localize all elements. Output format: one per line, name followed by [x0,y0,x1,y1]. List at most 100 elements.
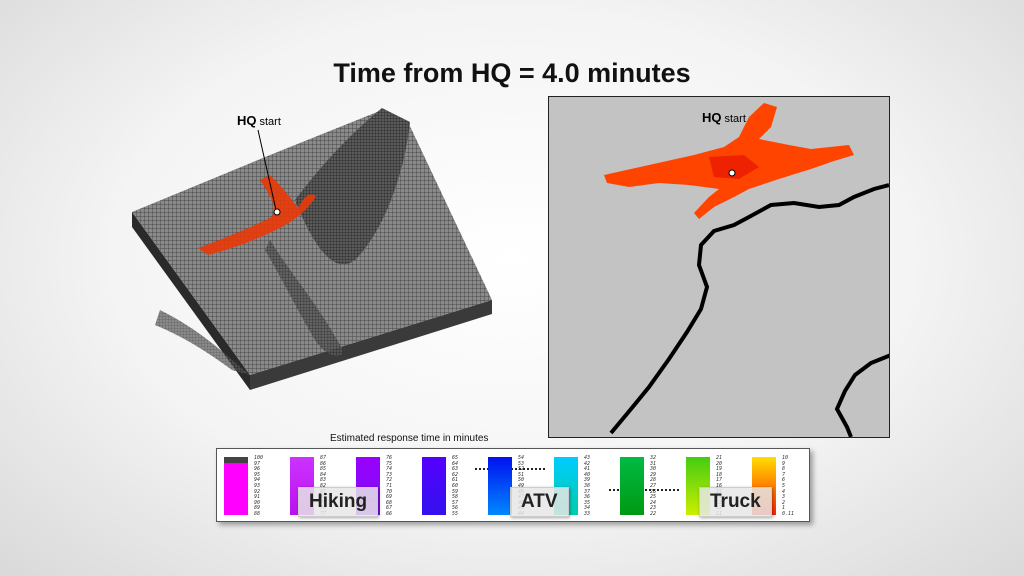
legend-color-bar [422,457,446,515]
legend-tick-label: 0.11 [782,510,795,517]
legend-tick-label: 5 [782,482,786,489]
legend-tick-label: 66 [386,510,393,517]
legend-tick-label: 31 [650,460,657,467]
legend-tick-label: 4 [782,488,786,495]
legend-tick-label: 69 [386,494,393,501]
legend-tick-label: 87 [320,455,327,461]
terrain-3d-view: HQ start [120,100,500,440]
legend-tick-label: 27 [650,482,657,489]
legend-panel: 1009796959493929190898887868584838281807… [216,448,810,522]
legend-tick-label: 58 [452,494,459,501]
legend-tick-label: 91 [254,494,261,501]
legend-tick-label: 37 [584,488,591,495]
legend-tick-label: 40 [584,471,591,478]
legend-tick-label: 50 [518,477,525,484]
legend-tick-label: 70 [386,488,393,495]
legend-tick-label: 86 [320,460,327,467]
legend-caption: Estimated response time in minutes [330,433,489,444]
legend-tick-labels: 65 64 63 62 61 60 59 58 57 56 55 [452,455,459,518]
legend-tick-label: 60 [452,482,459,489]
hq-marker-2d [728,169,736,177]
legend-tick-label: 36 [584,494,591,501]
legend-tick-label: 97 [254,460,261,467]
legend-color-bar [620,457,644,515]
legend-tick-label: 93 [254,482,261,489]
hq-start-label-3d: HQ start [237,113,281,128]
legend-tick-label: 96 [254,466,261,473]
legend-tick-labels: 76 75 74 73 72 71 70 69 68 67 66 [386,455,393,518]
legend-tick-label: 83 [320,477,327,484]
legend-tick-label: 100 [254,455,264,461]
legend-tick-labels: 10 9 8 7 6 5 4 3 2 1 0.11 [782,455,795,518]
legend-tick-label: 53 [518,460,525,467]
legend-tick-label: 9 [782,460,786,467]
legend-tick-label: 67 [386,505,393,512]
hq-start-label-2d: HQ start [702,110,746,125]
dotted-separator [609,489,679,491]
legend-tick-label: 76 [386,455,393,461]
legend-tick-label: 28 [650,477,657,484]
legend-tick-label: 29 [650,471,657,478]
legend-tick-label: 64 [452,460,459,467]
legend-tick-label: 65 [452,455,459,461]
legend-tick-label: 2 [782,499,786,506]
legend-tick-label: 55 [452,510,459,517]
legend-tick-label: 63 [452,466,459,473]
legend-tick-labels: 100 97 96 95 94 93 92 91 90 89 88 [254,455,264,518]
slide-title: Time from HQ = 4.0 minutes [333,58,691,88]
legend-tick-label: 94 [254,477,261,484]
legend-tick-label: 39 [584,477,591,484]
legend-tick-label: 32 [650,455,657,461]
legend-tick-label: 16 [716,482,723,489]
hq-marker-3d [273,208,281,216]
legend-tick-label: 20 [716,460,723,467]
legend-tick-labels: 43 42 41 40 39 38 37 36 35 34 33 [584,455,591,518]
legend-tick-label: 71 [386,482,393,489]
legend-tick-label: 89 [254,505,261,512]
legend-tick-label: 41 [584,466,591,473]
legend-tick-labels: 32 31 30 29 28 27 26 25 24 23 22 [650,455,657,518]
mode-label-atv: ATV [510,487,569,517]
road-line [609,183,889,435]
legend-color-bar [488,457,512,515]
legend-tick-label: 59 [452,488,459,495]
legend-tick-label: 82 [320,482,327,489]
legend-tick-label: 56 [452,505,459,512]
legend-tick-label: 23 [650,505,657,512]
legend-tick-label: 6 [782,477,786,484]
legend-tick-label: 61 [452,477,459,484]
legend-tick-label: 17 [716,477,723,484]
road-line-2 [834,353,889,437]
legend-tick-label: 57 [452,499,459,506]
legend-tick-label: 8 [782,466,786,473]
legend-tick-label: 33 [584,510,591,517]
legend-tick-label: 49 [518,482,525,489]
legend-tick-label: 54 [518,455,525,461]
legend-tick-label: 35 [584,499,591,506]
legend-tick-label: 26 [650,488,657,495]
mode-label-hiking: Hiking [298,487,379,517]
legend-tick-label: 72 [386,477,393,484]
legend-tick-label: 18 [716,471,723,478]
legend-tick-label: 85 [320,466,327,473]
legend-tick-label: 1 [782,505,786,512]
legend-tick-label: 62 [452,471,459,478]
legend-tick-label: 52 [518,466,525,473]
legend-tick-label: 42 [584,460,591,467]
legend-tick-label: 68 [386,499,393,506]
legend-tick-label: 92 [254,488,261,495]
legend-tick-label: 51 [518,471,525,478]
legend-tick-label: 88 [254,510,261,517]
legend-tick-label: 38 [584,482,591,489]
legend-tick-label: 10 [782,455,789,461]
legend-tick-label: 43 [584,455,591,461]
legend-tick-label: 7 [782,471,786,478]
legend-tick-label: 90 [254,499,261,506]
legend-tick-label: 24 [650,499,657,506]
legend-tick-label: 25 [650,494,657,501]
legend-tick-label: 30 [650,466,657,473]
legend-tick-label: 22 [650,510,657,517]
legend-tick-label: 84 [320,471,327,478]
legend-tick-label: 34 [584,505,591,512]
legend-color-bar [224,457,248,515]
